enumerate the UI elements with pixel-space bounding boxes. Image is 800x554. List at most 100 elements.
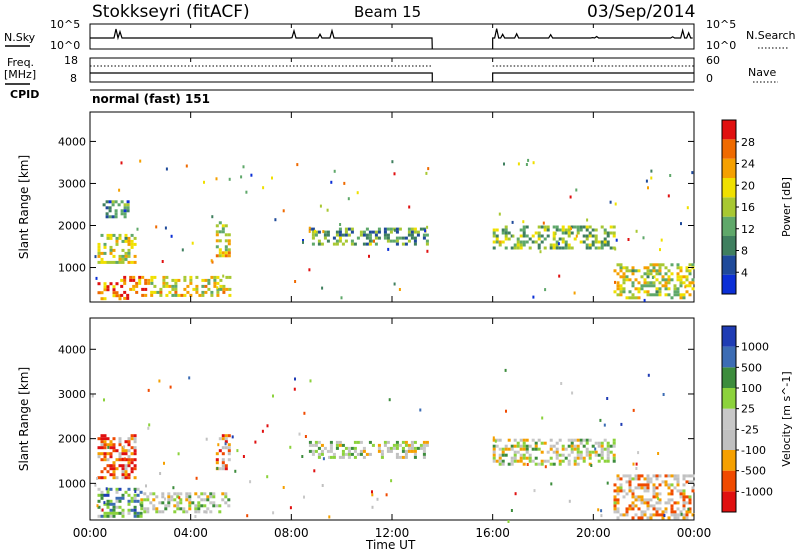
data-cell — [516, 240, 520, 244]
noise-cell — [510, 509, 513, 512]
data-cell — [97, 242, 101, 246]
data-cell — [109, 455, 113, 459]
noise-cell — [228, 177, 231, 181]
data-cell — [215, 452, 219, 456]
data-cell — [688, 293, 692, 297]
data-cell — [127, 242, 131, 246]
noise-cell — [308, 268, 311, 272]
data-cell — [501, 462, 505, 466]
data-cell — [640, 287, 644, 291]
data-cell — [652, 266, 656, 270]
data-cell — [130, 508, 134, 512]
noise-cell — [231, 435, 234, 439]
data-cell — [516, 441, 520, 445]
data-cell — [579, 225, 583, 229]
data-cell — [585, 450, 589, 454]
data-cell — [130, 245, 134, 249]
data-cell — [100, 470, 104, 474]
data-cell — [398, 227, 402, 231]
data-cell — [174, 287, 178, 291]
data-cell — [174, 293, 178, 297]
data-cell — [688, 495, 692, 499]
data-cell — [165, 293, 169, 297]
data-cell — [495, 438, 499, 442]
data-cell — [106, 493, 110, 497]
data-cell — [130, 496, 134, 500]
data-cell — [682, 513, 686, 517]
data-cell — [320, 449, 324, 453]
noise-cell — [118, 188, 121, 192]
data-cell — [109, 473, 113, 477]
data-cell — [155, 507, 159, 511]
data-cell — [143, 498, 147, 502]
data-cell — [422, 446, 426, 450]
data-cell — [561, 246, 565, 250]
data-cell — [103, 288, 107, 292]
data-cell — [582, 444, 586, 448]
noise-cell — [544, 288, 547, 292]
noise-cell — [657, 497, 660, 501]
data-cell — [612, 225, 616, 229]
data-cell — [216, 293, 220, 297]
data-cell — [383, 227, 387, 231]
noise-cell — [242, 165, 245, 169]
data-cell — [97, 245, 101, 249]
data-cell — [522, 453, 526, 457]
data-cell — [591, 240, 595, 244]
data-cell — [646, 474, 650, 478]
data-cell — [341, 455, 345, 459]
data-cell — [212, 504, 216, 508]
data-cell — [189, 275, 193, 279]
data-cell — [153, 284, 157, 288]
data-cell — [386, 236, 390, 240]
data-cell — [407, 227, 411, 231]
data-cell — [552, 462, 556, 466]
noise-cell — [321, 286, 324, 290]
data-cell — [311, 452, 315, 456]
noise-cell — [376, 497, 379, 501]
data-cell — [552, 225, 556, 229]
noise-cell — [303, 495, 305, 499]
data-cell — [691, 474, 695, 478]
data-cell — [194, 492, 198, 496]
data-cell — [570, 231, 574, 235]
data-cell — [579, 438, 583, 442]
data-cell — [404, 236, 408, 240]
data-cell — [673, 501, 677, 505]
colorbar-segment — [722, 236, 736, 256]
colorbar-tick-label: 16 — [741, 201, 755, 214]
data-cell — [129, 287, 133, 291]
data-cell — [537, 462, 541, 466]
data-cell — [522, 234, 526, 238]
data-cell — [204, 284, 208, 288]
data-cell — [103, 434, 107, 438]
data-cell — [661, 263, 665, 267]
data-cell — [133, 446, 137, 450]
data-cell — [374, 230, 378, 234]
data-cell — [637, 296, 641, 300]
x-tick-label: 20:00 — [576, 526, 611, 540]
colorbar-title: Velocity [m s^-1] — [780, 371, 793, 466]
data-cell — [504, 234, 508, 238]
data-cell — [619, 486, 623, 490]
data-cell — [667, 516, 671, 520]
noise-cell — [647, 373, 650, 377]
data-cell — [667, 293, 671, 297]
data-cell — [543, 225, 547, 229]
noise-cell — [282, 209, 285, 213]
data-cell — [679, 293, 683, 297]
data-cell — [667, 483, 671, 487]
data-cell — [127, 508, 131, 512]
data-cell — [368, 233, 372, 237]
data-cell — [146, 498, 150, 502]
data-cell — [182, 507, 186, 511]
data-cell — [103, 437, 107, 441]
data-cell — [165, 284, 169, 288]
data-cell — [120, 278, 124, 282]
noise-cell — [301, 455, 304, 458]
y-axis-title: Slant Range [km] — [17, 155, 31, 259]
data-cell — [123, 281, 127, 285]
data-cell — [422, 236, 426, 240]
data-cell — [344, 239, 348, 243]
x-tick-label: 08:00 — [274, 526, 309, 540]
